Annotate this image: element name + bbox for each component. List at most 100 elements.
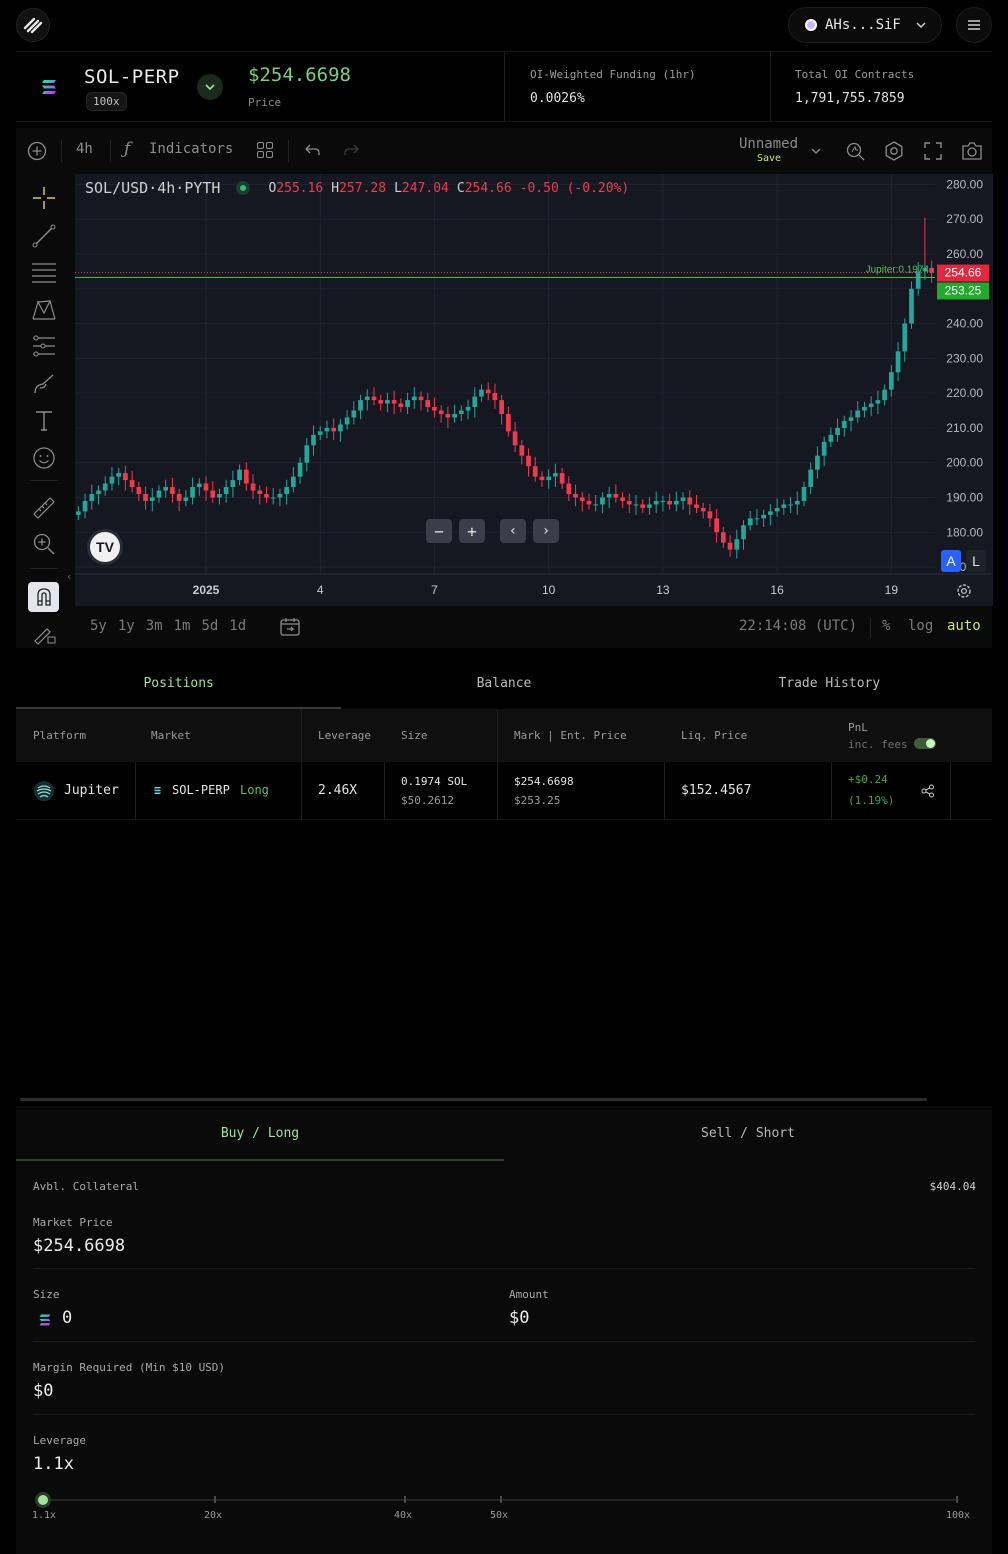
undo-icon[interactable] — [304, 142, 322, 158]
last-price-badge — [937, 264, 989, 282]
account-tabs: Positions Balance Trade History — [16, 657, 992, 709]
brush-icon[interactable] — [30, 370, 58, 398]
zoom-in-button[interactable]: + — [459, 519, 485, 543]
candle-body — [821, 441, 827, 456]
candle-body — [76, 511, 81, 515]
quick-search-icon[interactable] — [844, 140, 866, 162]
amount-label: Amount — [509, 1288, 549, 1301]
candle-body — [465, 407, 471, 411]
add-symbol-icon[interactable] — [27, 141, 47, 161]
templates-grid-icon[interactable] — [256, 141, 274, 159]
auto-toggle-button[interactable]: auto — [947, 618, 981, 634]
candle-body — [754, 518, 760, 520]
table-scrollbar[interactable] — [20, 1098, 927, 1101]
chevron-down-icon[interactable] — [810, 145, 822, 157]
fib-retracement-icon[interactable] — [30, 258, 58, 286]
settings-gear-icon[interactable] — [883, 140, 905, 162]
app-logo-icon[interactable] — [16, 8, 50, 42]
save-layout-button[interactable]: Save — [757, 153, 782, 164]
price-chart[interactable]: 280.00270.00260.00250.00240.00230.00220.… — [75, 174, 993, 606]
candle-body — [143, 494, 148, 501]
include-fees-toggle[interactable] — [914, 738, 936, 749]
market-header: SOL-PERP 100x $254.6698 Price OI-Weighte… — [16, 51, 992, 122]
amount-input[interactable]: $0 — [509, 1308, 530, 1328]
candle-body — [364, 396, 370, 401]
size-input[interactable]: 0 — [62, 1308, 73, 1328]
open-interest-value: 1,791,755.7859 — [795, 91, 905, 106]
candle-body — [89, 494, 95, 501]
interval-button[interactable]: 4h — [76, 141, 93, 157]
leverage-mark-label: 1.1x — [32, 1510, 57, 1521]
x-tick-label: 16 — [770, 583, 784, 597]
collapse-toolbar-icon[interactable]: ‹ — [66, 570, 73, 583]
range-button-5d[interactable]: 5d — [201, 618, 219, 634]
tradingview-logo-icon[interactable]: TV — [87, 529, 123, 565]
position-liq-price: $152.4567 — [681, 783, 752, 798]
y-tick-label: 280.00 — [946, 177, 983, 191]
tab-positions[interactable]: Positions — [16, 657, 342, 709]
magnet-mode-button[interactable] — [28, 582, 59, 612]
scroll-right-button[interactable]: › — [533, 519, 559, 543]
leverage-mark-label: 50x — [490, 1510, 509, 1521]
candle-body — [613, 494, 619, 498]
prediction-tool-icon[interactable] — [30, 332, 58, 360]
position-price-label: 253.25 — [945, 283, 982, 297]
table-row[interactable]: Jupiter SOL-PERP Long 2.46X 0.1974 SOL $… — [16, 762, 992, 820]
share-icon[interactable] — [921, 784, 935, 798]
pattern-tool-icon[interactable] — [30, 296, 58, 324]
legend-close-label: C — [456, 180, 465, 196]
hamburger-menu-button[interactable] — [956, 7, 992, 43]
redo-icon[interactable] — [342, 142, 360, 158]
tab-sell-short[interactable]: Sell / Short — [701, 1126, 795, 1141]
range-button-3m[interactable]: 3m — [145, 618, 163, 634]
candle-body — [687, 497, 693, 505]
range-button-5y[interactable]: 5y — [90, 618, 107, 634]
auto-scale-button[interactable]: A — [941, 550, 961, 572]
y-tick-label: 240.00 — [946, 317, 983, 331]
position-leverage: 2.46X — [318, 783, 358, 798]
trend-line-icon[interactable] — [30, 222, 58, 250]
candle-body — [727, 542, 733, 550]
candlestick-chart[interactable]: 280.00270.00260.00250.00240.00230.00220.… — [75, 174, 993, 606]
fullscreen-icon[interactable] — [923, 141, 943, 161]
crosshair-icon[interactable] — [30, 184, 58, 212]
candle-body — [418, 396, 424, 401]
zoom-out-button[interactable]: − — [426, 519, 452, 543]
candle-body — [304, 445, 310, 463]
log-scale-button[interactable]: L — [966, 550, 986, 572]
ruler-icon[interactable] — [30, 494, 58, 522]
candle-body — [210, 490, 216, 498]
percent-scale-button[interactable]: % — [882, 618, 891, 634]
col-platform: Platform — [33, 729, 86, 742]
leverage-slider-handle[interactable] — [35, 1492, 51, 1508]
tab-balance[interactable]: Balance — [476, 675, 532, 691]
range-button-1y[interactable]: 1y — [117, 618, 135, 634]
position-size-usd: $50.2612 — [401, 794, 454, 807]
lock-drawings-icon[interactable] — [30, 618, 58, 646]
legend-symbol[interactable]: SOL/USD·4h·PYTH — [85, 179, 221, 197]
market-selector-button[interactable] — [197, 74, 223, 100]
candle-body — [667, 500, 672, 505]
range-button-1d[interactable]: 1d — [229, 618, 247, 634]
goto-date-icon[interactable] — [279, 616, 301, 638]
tab-buy-long[interactable]: Buy / Long — [16, 1106, 504, 1161]
scroll-left-button[interactable]: ‹ — [500, 519, 526, 543]
log-toggle-button[interactable]: log — [908, 618, 934, 634]
chart-settings-gear-icon[interactable] — [955, 582, 973, 600]
text-tool-icon[interactable] — [30, 406, 58, 434]
wallet-button[interactable]: AHs...SiF — [788, 7, 942, 43]
camera-icon[interactable] — [960, 140, 984, 162]
funding-value: 0.0026% — [530, 91, 585, 106]
legend-open: 255.16 — [276, 180, 324, 196]
emoji-icon[interactable] — [30, 444, 58, 472]
indicators-button[interactable]: Indicators — [149, 141, 234, 157]
tab-trade-history[interactable]: Trade History — [778, 675, 881, 691]
candle-body — [680, 497, 686, 501]
layout-name[interactable]: Unnamed — [739, 136, 799, 152]
utc-clock[interactable]: 22:14:08 (UTC) — [739, 618, 858, 634]
range-button-1m[interactable]: 1m — [173, 618, 191, 634]
candle-body — [452, 414, 457, 418]
zoom-in-icon[interactable] — [30, 530, 58, 558]
candle-body — [909, 288, 914, 324]
candle-body — [284, 487, 289, 494]
